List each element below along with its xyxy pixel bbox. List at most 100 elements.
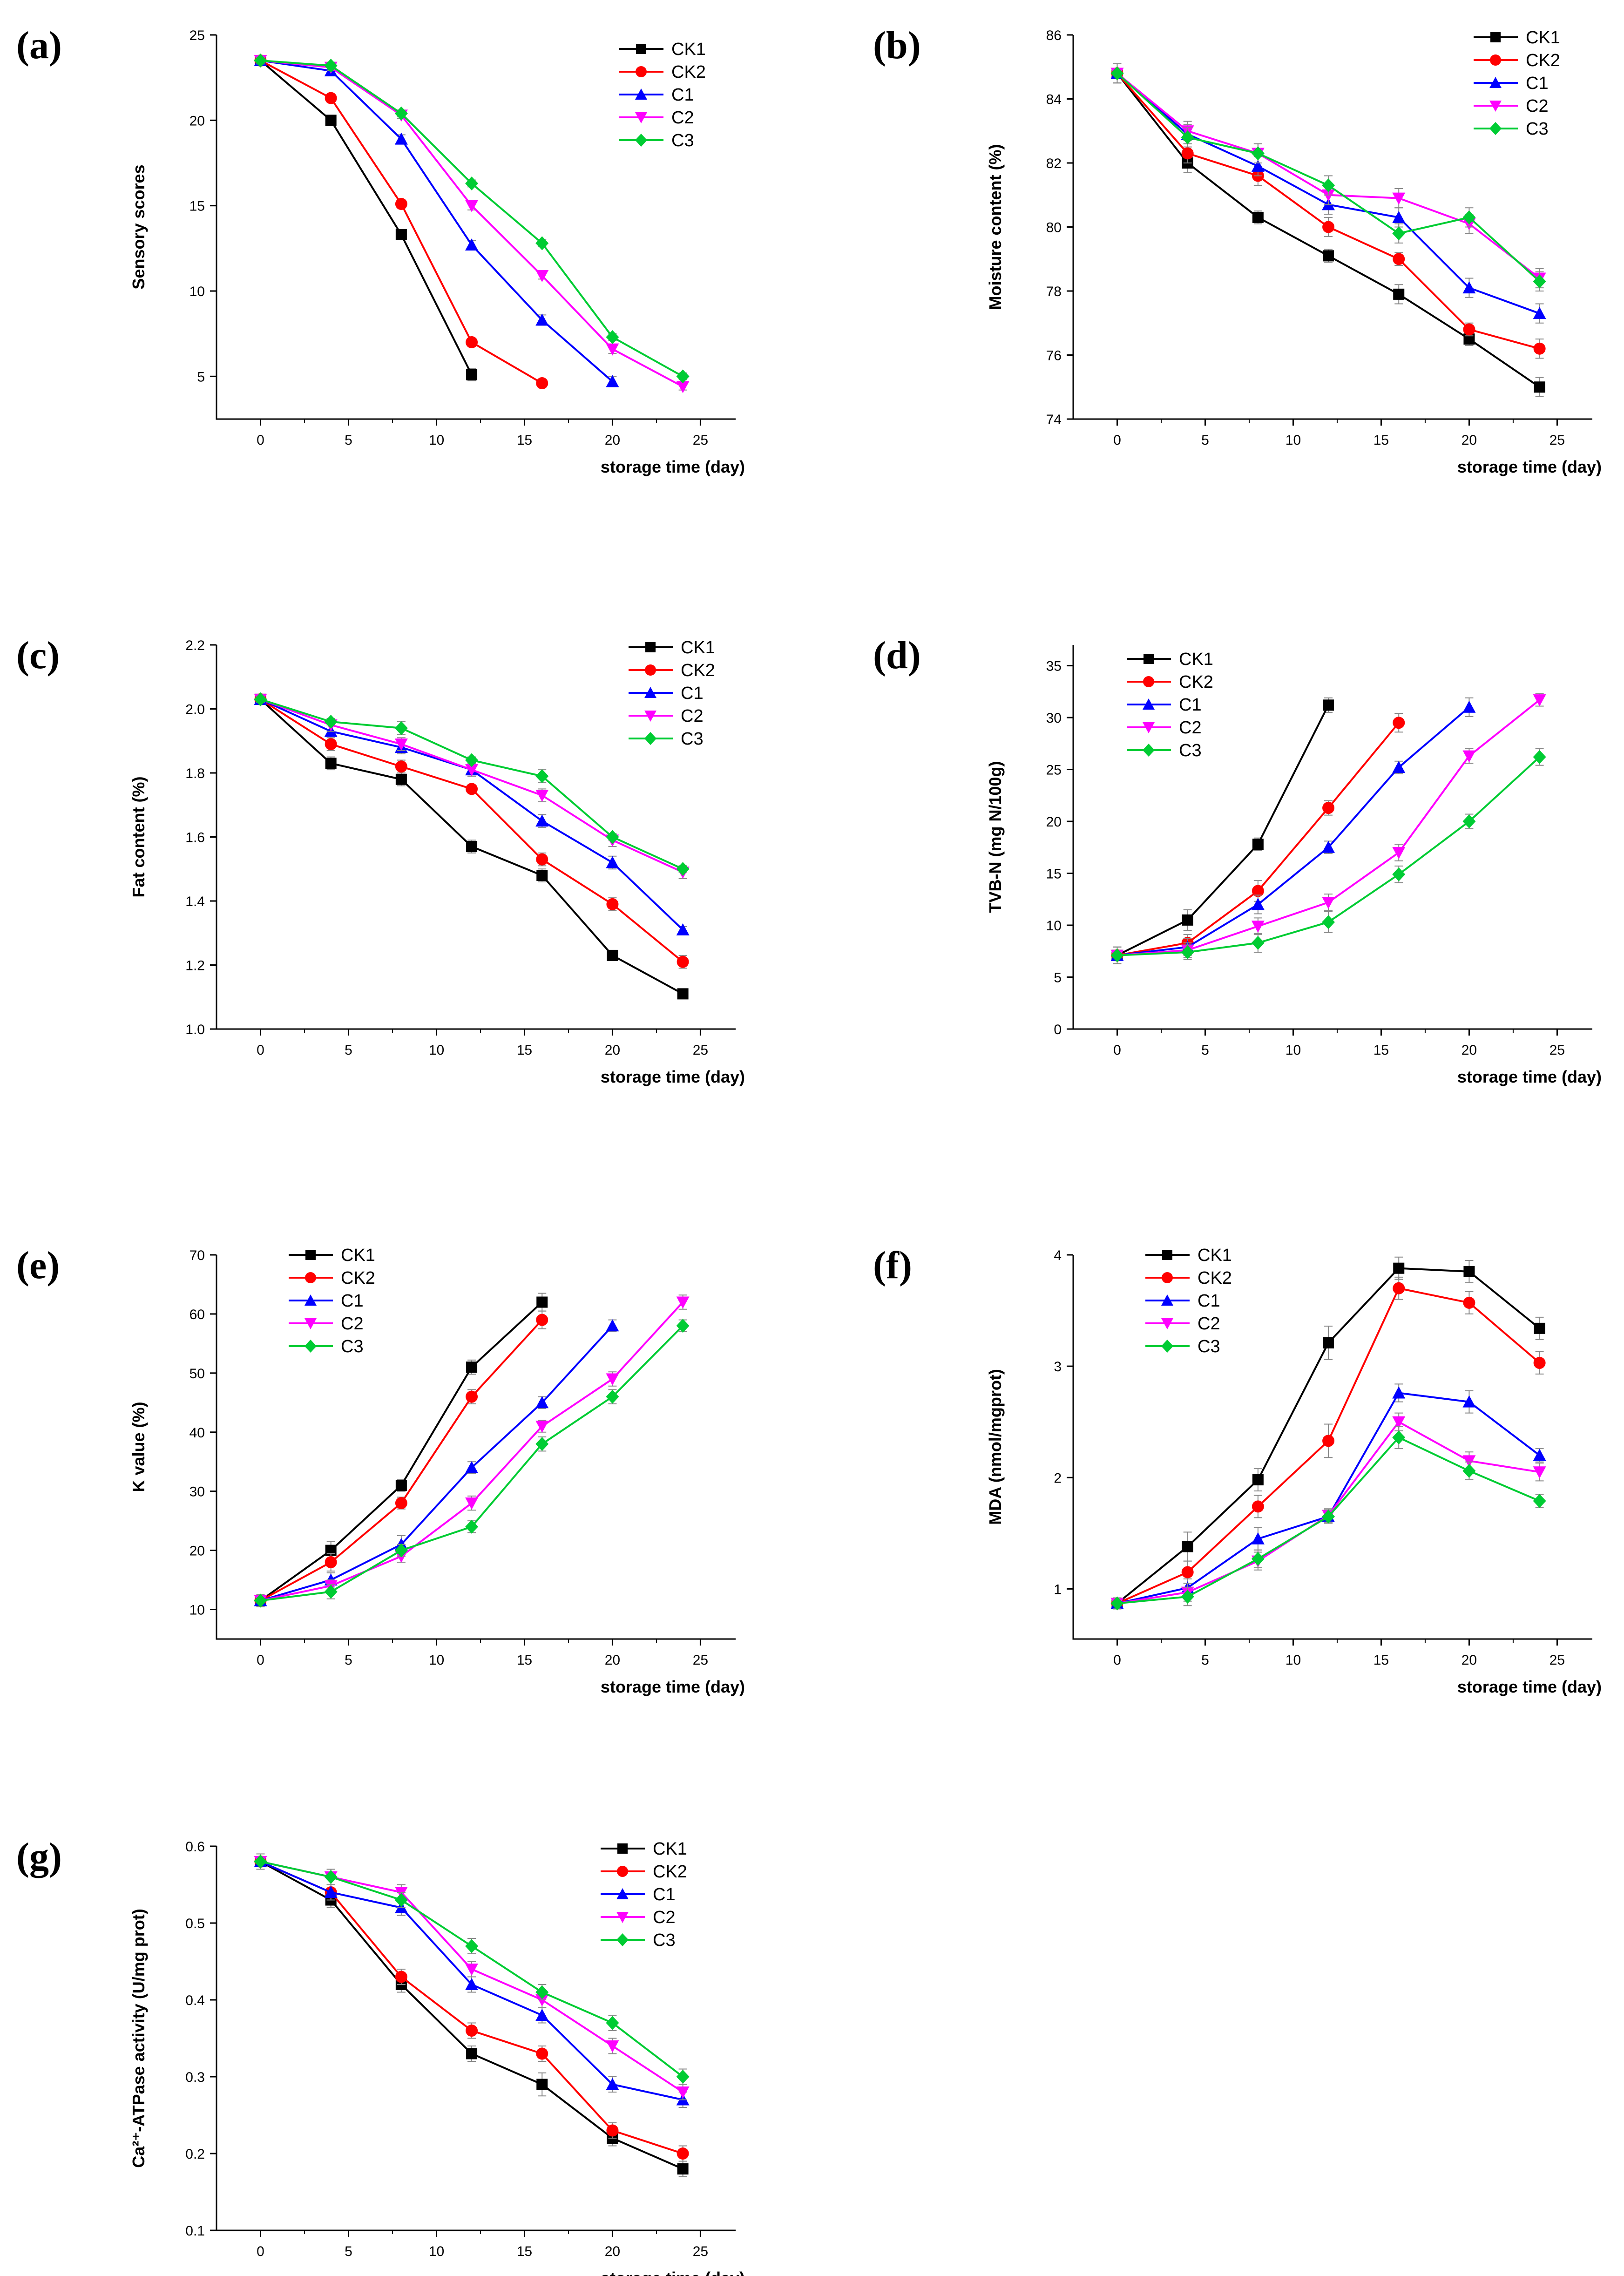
legend-label: CK2 — [681, 661, 715, 680]
y-tick-label: 1.0 — [185, 1022, 205, 1037]
y-axis-label: Fat content (%) — [129, 777, 148, 898]
y-axis-label: K value (%) — [129, 1402, 148, 1492]
legend-label: CK1 — [1198, 1246, 1232, 1265]
series-c1 — [254, 54, 619, 387]
data-point — [1463, 323, 1475, 336]
x-tick-label: 20 — [1462, 1043, 1477, 1058]
data-point — [1462, 210, 1476, 224]
data-point — [1392, 867, 1406, 881]
data-point — [1533, 1466, 1546, 1479]
legend-marker — [617, 1866, 628, 1877]
legend-marker — [1489, 101, 1502, 112]
data-point — [1462, 1463, 1476, 1478]
data-point — [607, 949, 618, 961]
data-point — [465, 238, 479, 251]
legend-label: CK1 — [341, 1246, 375, 1265]
panel-label: (c) — [16, 634, 60, 677]
legend-marker — [1161, 1318, 1173, 1329]
x-tick-label: 5 — [345, 2244, 352, 2259]
x-tick-label: 20 — [605, 433, 620, 448]
legend-label: C3 — [653, 1931, 676, 1950]
legend-label: C1 — [1179, 695, 1202, 715]
legend-marker — [644, 687, 656, 698]
data-point — [1533, 342, 1546, 355]
data-point — [1534, 1322, 1545, 1334]
data-point — [1252, 1474, 1264, 1486]
panel-label: (b) — [873, 24, 921, 67]
y-axis-label: Ca²⁺-ATPase activity (U/mg prot) — [129, 1909, 148, 2168]
y-tick-label: 1 — [1054, 1582, 1062, 1597]
x-axis-label: storage time (day) — [1457, 1677, 1602, 1696]
y-tick-label: 35 — [1046, 659, 1062, 674]
data-point — [1392, 226, 1406, 241]
data-point — [535, 814, 549, 827]
series-c1 — [1110, 697, 1476, 964]
legend-label: CK1 — [681, 638, 715, 657]
legend-marker — [635, 134, 647, 147]
x-tick-label: 0 — [257, 1653, 264, 1668]
chart-panel-e: (e) 0 5 10 15 20 25 10 20 30 40 50 60 70 storage time … — [16, 1244, 745, 1696]
y-tick-label: 1.6 — [185, 830, 205, 846]
data-point — [606, 2040, 619, 2052]
panel-label: (g) — [16, 1835, 62, 1878]
series-c2 — [254, 1294, 690, 1607]
data-point — [606, 1389, 619, 1404]
data-point — [1462, 281, 1476, 294]
y-tick-label: 3 — [1054, 1359, 1062, 1375]
data-point — [465, 200, 479, 212]
data-point — [254, 54, 267, 68]
x-tick-label: 25 — [1550, 1043, 1565, 1058]
y-tick-label: 15 — [189, 199, 205, 214]
data-point — [606, 1373, 619, 1386]
legend-marker — [304, 1340, 317, 1353]
series-c1 — [254, 692, 690, 935]
data-point — [1251, 1551, 1265, 1566]
x-tick-label: 20 — [605, 1653, 620, 1668]
axes — [216, 645, 736, 1030]
data-point — [1534, 381, 1545, 393]
data-point — [1462, 1395, 1476, 1408]
data-point — [676, 1319, 690, 1333]
legend-label: CK2 — [1526, 51, 1560, 70]
data-point — [465, 753, 479, 767]
data-point — [535, 790, 549, 802]
legend-label: C1 — [1198, 1291, 1220, 1311]
legend-marker — [1161, 1294, 1173, 1306]
data-point — [466, 2025, 478, 2037]
legend-marker — [1143, 698, 1155, 710]
y-tick-label: 10 — [189, 284, 205, 299]
legend-label: C3 — [341, 1337, 364, 1356]
y-tick-label: 5 — [197, 369, 205, 385]
data-point — [465, 176, 479, 190]
series-line — [260, 60, 473, 375]
data-point — [1533, 750, 1546, 764]
y-tick-label: 4 — [1054, 1248, 1062, 1263]
legend-label: C3 — [1179, 741, 1202, 760]
data-point — [1323, 699, 1334, 711]
data-point — [1322, 896, 1335, 909]
legend: CK1 CK2 C1 C2 C3 — [289, 1246, 375, 1356]
axes — [1072, 1255, 1592, 1640]
data-point — [536, 2047, 548, 2060]
legend-label: CK2 — [653, 1862, 687, 1882]
data-point — [466, 369, 478, 380]
legend: CK1 CK2 C1 C2 C3 — [629, 638, 715, 749]
y-tick-label: 40 — [189, 1425, 205, 1441]
legend: CK1 CK2 C1 C2 C3 — [1145, 1246, 1232, 1356]
y-tick-label: 25 — [189, 28, 205, 43]
data-point — [606, 898, 619, 910]
data-point — [466, 1362, 478, 1373]
data-point — [325, 92, 337, 104]
data-point — [606, 2124, 619, 2137]
legend-label: C2 — [671, 108, 694, 128]
x-tick-label: 10 — [429, 1043, 444, 1058]
data-point — [466, 336, 478, 348]
data-point — [1252, 1500, 1264, 1513]
legend-label: C3 — [1198, 1337, 1220, 1356]
data-point — [254, 1593, 267, 1608]
data-point — [606, 375, 619, 387]
data-point — [535, 1985, 549, 1999]
data-point — [535, 769, 549, 783]
data-point — [465, 1939, 479, 1953]
